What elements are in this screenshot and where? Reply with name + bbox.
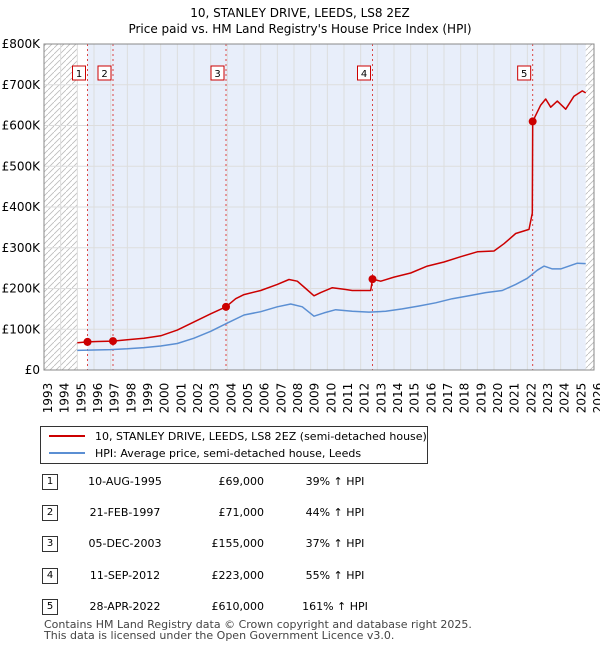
sale-point [109, 337, 117, 346]
y-tick-label: £300K [2, 241, 42, 255]
x-tick-label: 2024 [558, 383, 572, 414]
x-tick-label: 1994 [58, 383, 72, 414]
footer-attribution: Contains HM Land Registry data © Crown c… [44, 619, 472, 641]
sale-hpi-diff: 44% ↑ HPI [305, 506, 365, 519]
legend-label-hpi: HPI: Average price, semi-detached house,… [95, 446, 362, 460]
legend-item-hpi: HPI: Average price, semi-detached house,… [49, 445, 361, 461]
sale-label-box [97, 65, 112, 81]
sale-number-badge: 2 [42, 505, 58, 521]
table-row: 5 28-APR-2022 £610,000 161% ↑ HPI [40, 597, 460, 617]
x-tick-label: 1998 [124, 383, 138, 414]
sale-label-number: 5 [521, 69, 527, 80]
x-tick-label: 2020 [491, 383, 505, 414]
legend-swatch-property [49, 435, 85, 437]
x-tick-label: 2017 [441, 383, 455, 414]
sale-point [528, 117, 537, 126]
x-tick-label: 2008 [291, 383, 305, 414]
legend-label-property: 10, STANLEY DRIVE, LEEDS, LS8 2EZ (semi-… [95, 429, 427, 443]
x-tick-label: 1995 [74, 383, 88, 414]
x-tick-label: 2009 [308, 383, 322, 414]
sale-label-box [517, 65, 532, 81]
price-chart: 1 2 3 4 5 £0 £100K £200K £300K £400K £500K £600K £70… [2, 37, 600, 414]
sale-date: 28-APR-2022 [89, 600, 161, 613]
sale-number-badge: 4 [42, 568, 58, 584]
x-tick-label: 2011 [341, 383, 355, 414]
chart-subtitle: Price paid vs. HM Land Registry's House … [128, 22, 472, 36]
sale-number-badge: 1 [42, 474, 58, 490]
chart-title: 10, STANLEY DRIVE, LEEDS, LS8 2EZ [190, 6, 410, 20]
legend-item-property: 10, STANLEY DRIVE, LEEDS, LS8 2EZ (semi-… [49, 428, 427, 444]
x-tick-label: 2025 [574, 383, 588, 414]
sale-date: 11-SEP-2012 [89, 569, 161, 582]
y-tick-label: £600K [2, 119, 42, 133]
x-tick-label: 1999 [141, 383, 155, 414]
table-row: 3 05-DEC-2003 £155,000 37% ↑ HPI [40, 534, 460, 554]
sale-price: £223,000 [211, 569, 265, 582]
plot-border [43, 43, 595, 371]
x-tick-label: 2003 [208, 383, 222, 414]
series-line-hpi [77, 262, 586, 352]
sale-label-number: 1 [76, 69, 82, 80]
x-tick-label: 2015 [408, 383, 422, 414]
sale-label-number: 2 [101, 69, 107, 80]
sale-price: £610,000 [211, 600, 265, 613]
x-tick-label: 1996 [91, 383, 105, 414]
x-tick-label: 2001 [174, 383, 188, 414]
sale-price: £71,000 [218, 506, 265, 519]
sale-hpi-diff: 55% ↑ HPI [305, 569, 365, 582]
sale-point [368, 275, 377, 284]
x-tick-label: 2004 [224, 383, 238, 414]
series-line-property [77, 90, 587, 344]
x-tick-label: 2021 [508, 383, 522, 414]
y-tick-label: £0 [25, 363, 40, 377]
legend-swatch-hpi [49, 452, 85, 454]
x-tick-label: 2018 [458, 383, 472, 414]
sale-date: 05-DEC-2003 [88, 537, 162, 550]
sale-number-badge: 5 [42, 599, 58, 615]
sale-point [222, 302, 230, 311]
chart-legend: 10, STANLEY DRIVE, LEEDS, LS8 2EZ (semi-… [40, 426, 428, 464]
x-tick-label: 2019 [474, 383, 488, 414]
x-tick-label: 2007 [274, 383, 288, 414]
x-tick-label: 2022 [524, 383, 538, 414]
x-tick-label: 1997 [108, 383, 122, 414]
y-tick-label: £100K [2, 322, 42, 336]
x-tick-label: 2026 [591, 383, 600, 414]
x-tick-label: 2013 [374, 383, 388, 414]
footer-line-copyright: Contains HM Land Registry data © Crown c… [44, 618, 472, 631]
footer-line-licence: This data is licensed under the Open Gov… [44, 629, 395, 642]
table-row: 2 21-FEB-1997 £71,000 44% ↑ HPI [40, 503, 460, 523]
sale-label-box [357, 65, 371, 81]
x-tick-label: 2010 [324, 383, 338, 414]
table-row: 4 11-SEP-2012 £223,000 55% ↑ HPI [40, 566, 460, 586]
sale-label-number: 4 [361, 69, 367, 80]
y-tick-label: £500K [2, 159, 42, 173]
y-tick-label: £700K [2, 78, 42, 92]
y-tick-label: £400K [2, 200, 42, 214]
sale-date: 21-FEB-1997 [89, 506, 161, 519]
table-row: 1 10-AUG-1995 £69,000 39% ↑ HPI [40, 472, 460, 492]
y-tick-label: £200K [2, 282, 42, 296]
sale-label-number: 3 [214, 69, 220, 80]
x-tick-label: 2012 [358, 383, 372, 414]
sale-date: 10-AUG-1995 [88, 475, 162, 488]
y-tick-label: £800K [2, 37, 42, 51]
x-tick-label: 2016 [424, 383, 438, 414]
x-tick-label: 2014 [391, 383, 405, 414]
sale-label-box [72, 65, 86, 81]
sale-hpi-diff: 39% ↑ HPI [305, 475, 365, 488]
x-tick-label: 2006 [258, 383, 272, 414]
x-tick-label: 2023 [541, 383, 555, 414]
sale-hpi-diff: 161% ↑ HPI [302, 600, 368, 613]
sale-price: £69,000 [218, 475, 265, 488]
x-tick-label: 2005 [241, 383, 255, 414]
sale-hpi-diff: 37% ↑ HPI [305, 537, 365, 550]
sale-point [83, 337, 92, 346]
x-tick-label: 2002 [191, 383, 205, 414]
sale-number-badge: 3 [42, 536, 58, 552]
x-tick-label: 2000 [158, 383, 172, 414]
x-tick-label: 1993 [41, 383, 55, 414]
sale-price: £155,000 [211, 537, 265, 550]
sale-label-box [210, 65, 225, 81]
